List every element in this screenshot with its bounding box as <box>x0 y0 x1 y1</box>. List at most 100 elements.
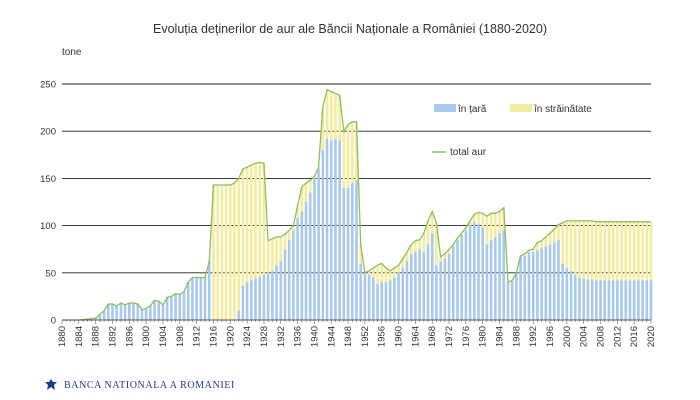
bar-in-strainatate <box>590 220 594 280</box>
bar-in-strainatate <box>616 221 619 281</box>
bar-in-tara <box>506 282 510 320</box>
bar-in-strainatate <box>624 221 628 281</box>
bar-in-tara <box>599 280 602 320</box>
x-tick-label: 2004 <box>579 326 590 347</box>
bar-in-tara <box>628 280 632 320</box>
bar-in-strainatate <box>494 213 497 237</box>
bar-in-strainatate <box>637 221 640 281</box>
x-tick-label: 1972 <box>444 326 455 347</box>
bar-in-tara <box>435 265 438 320</box>
bar-in-strainatate <box>573 220 577 275</box>
y-tick-label: 0 <box>51 316 56 327</box>
bar-in-strainatate <box>287 230 291 240</box>
x-tick-label: 1908 <box>175 326 186 347</box>
x-tick-label: 2012 <box>612 326 623 347</box>
bar-in-tara <box>346 187 350 320</box>
bar-in-tara <box>237 310 241 320</box>
bar-in-tara <box>182 291 186 320</box>
bar-in-strainatate <box>342 131 346 188</box>
bar-in-tara <box>590 279 594 320</box>
bar-in-strainatate <box>367 270 371 275</box>
bar-in-tara <box>527 252 531 320</box>
x-tick-label: 1912 <box>192 326 203 347</box>
bar-in-tara <box>275 265 278 320</box>
legend-label-total-aur: total aur <box>450 147 487 158</box>
axes: 0 50 100 150 200 250 1880 1884 1888 1892 1896 1900 1… <box>40 80 657 348</box>
bar-in-tara <box>384 282 388 320</box>
bar-in-strainatate <box>477 212 480 224</box>
x-tick-label: 1928 <box>259 326 270 347</box>
bar-in-tara <box>254 278 257 320</box>
x-tick-label: 1940 <box>309 326 320 347</box>
bar-in-strainatate <box>489 213 493 240</box>
bar-in-tara <box>578 277 581 320</box>
bar-in-strainatate <box>548 233 552 245</box>
x-tick-label: 1924 <box>242 326 253 347</box>
bar-in-tara <box>573 274 577 320</box>
bar-in-tara <box>481 227 485 320</box>
bar-in-strainatate <box>544 236 548 247</box>
bar-in-strainatate <box>220 185 224 320</box>
bar-in-tara <box>611 280 615 320</box>
bar-in-strainatate <box>237 178 241 311</box>
bar-in-tara <box>498 233 501 320</box>
legend-label-in-tara: în țară <box>457 104 487 115</box>
x-tick-label: 1988 <box>511 326 522 347</box>
x-tick-label: 1896 <box>124 326 135 347</box>
bar-in-tara <box>266 272 270 320</box>
bar-in-strainatate <box>380 263 384 283</box>
bar-in-tara <box>540 248 543 320</box>
bar-in-tara <box>405 261 409 320</box>
bar-in-tara <box>203 277 207 320</box>
bar-in-tara <box>241 286 245 320</box>
bar-in-tara <box>620 280 623 320</box>
bar-in-tara <box>123 304 127 320</box>
bar-in-tara <box>468 225 472 320</box>
bar-in-tara <box>342 187 346 320</box>
bar-in-tara <box>552 242 556 320</box>
bar-in-strainatate <box>233 183 236 320</box>
x-tick-label: 1932 <box>276 326 287 347</box>
bar-in-strainatate <box>523 253 527 256</box>
bar-in-strainatate <box>611 221 615 281</box>
bar-in-tara <box>443 258 447 320</box>
bar-in-tara <box>380 282 384 320</box>
bar-in-tara <box>414 252 417 320</box>
bar-in-strainatate <box>607 221 611 281</box>
bar-in-tara <box>472 221 476 320</box>
bar-in-tara <box>418 249 421 320</box>
bar-in-strainatate <box>266 240 270 273</box>
x-tick-label: 1884 <box>74 326 85 347</box>
bar-in-strainatate <box>329 91 333 141</box>
bar-in-strainatate <box>355 121 358 181</box>
y-tick-label: 50 <box>45 268 56 279</box>
bar-in-strainatate <box>595 221 598 281</box>
bar-in-tara <box>430 233 434 320</box>
x-tick-label: 1976 <box>461 326 472 347</box>
bar-in-strainatate <box>376 265 379 285</box>
bar-in-strainatate <box>254 163 257 279</box>
bar-in-tara <box>170 296 173 320</box>
bar-in-tara <box>447 253 451 320</box>
x-tick-label: 1904 <box>158 326 169 347</box>
bar-in-tara <box>624 280 628 320</box>
bar-in-tara <box>271 270 274 320</box>
bar-in-strainatate <box>414 240 417 253</box>
bar-in-tara <box>90 318 93 320</box>
bar-in-tara <box>641 280 644 320</box>
x-tick-label: 1952 <box>360 326 371 347</box>
bar-in-tara <box>119 303 123 320</box>
bar-in-tara <box>321 150 325 320</box>
bar-in-strainatate <box>216 185 219 320</box>
legend-swatch-in-strainatate <box>510 104 532 112</box>
bar-in-tara <box>334 138 337 320</box>
bar-in-tara <box>523 255 527 320</box>
bar-in-strainatate <box>628 221 632 281</box>
bar-in-strainatate <box>641 221 644 281</box>
bar-in-strainatate <box>262 163 266 275</box>
x-tick-label: 1900 <box>141 326 152 347</box>
bar-in-strainatate <box>372 268 375 278</box>
bar-in-strainatate <box>212 185 215 320</box>
bar-in-tara <box>401 268 405 320</box>
